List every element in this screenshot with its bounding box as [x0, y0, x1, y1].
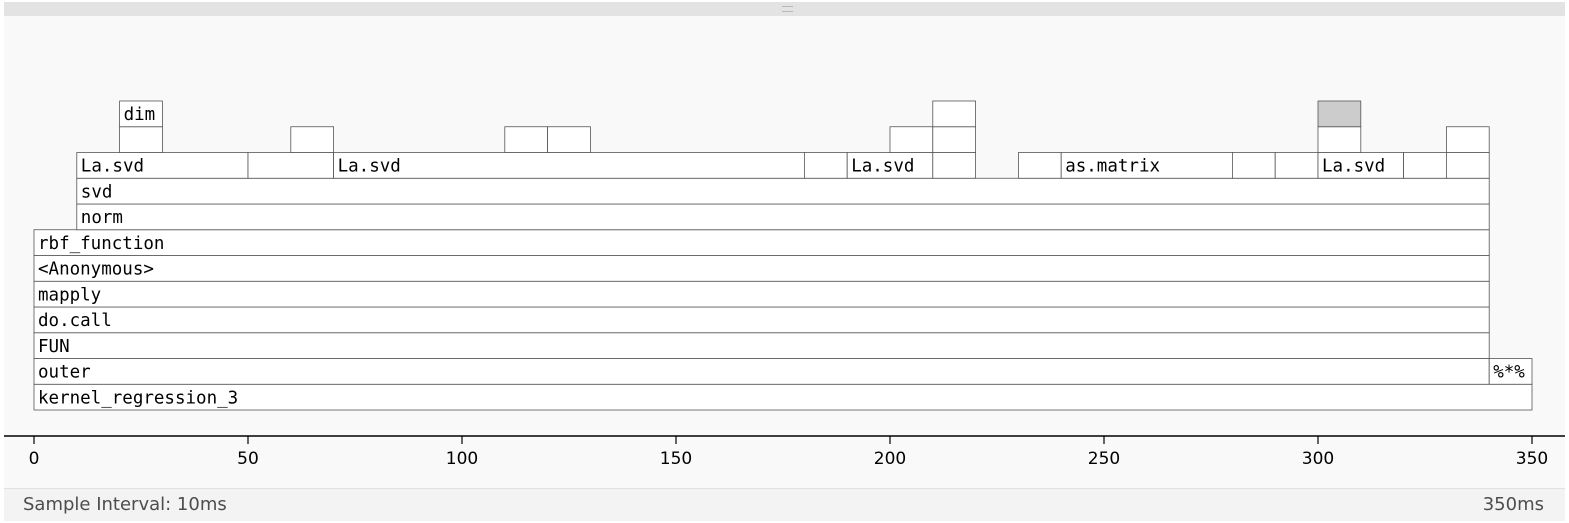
total-time-label: 350ms [1482, 494, 1544, 515]
flame-frame[interactable]: dim [119, 100, 163, 128]
flame-frame-label: rbf_function [38, 234, 164, 254]
flame-frame[interactable]: <Anonymous> [33, 255, 1490, 282]
flame-frame-box [76, 152, 249, 179]
flame-frame-box [1403, 152, 1447, 179]
sample-interval-label: Sample Interval: 10ms [23, 494, 227, 515]
flame-frame[interactable]: FUN [33, 332, 1490, 359]
flame-frame-label: FUN [38, 337, 70, 357]
flame-frame[interactable] [1446, 126, 1490, 153]
axis-tick-label: 50 [237, 449, 259, 469]
flame-frame-label: La.svd [1322, 157, 1385, 177]
flame-frame-label: mapply [38, 285, 101, 305]
flame-frame[interactable] [1018, 152, 1062, 179]
flame-frame-box [1446, 126, 1490, 153]
flame-frame[interactable] [290, 126, 334, 153]
flame-frame-box [333, 152, 805, 179]
flame-frame[interactable] [247, 152, 334, 179]
flame-frame[interactable] [804, 152, 848, 179]
flame-frame-box [33, 229, 1490, 256]
flame-frame[interactable]: %*% [1488, 358, 1533, 385]
flame-frame-box [932, 152, 976, 179]
flame-frame-box [1232, 152, 1276, 179]
flame-graph-panel: kernel_regression_3 outer %*% FUN do.call map… [4, 16, 1565, 488]
flame-frame[interactable]: La.svd [846, 152, 934, 179]
flame-frame-label: <Anonymous> [38, 260, 154, 280]
flame-frame-box [889, 126, 934, 153]
flame-frame-box [1317, 100, 1362, 128]
flame-frame[interactable] [1232, 152, 1276, 179]
flame-frame-box [33, 383, 1533, 411]
flame-frame-box [1018, 152, 1062, 179]
flame-frame[interactable] [1403, 152, 1447, 179]
flame-frame[interactable]: do.call [33, 306, 1490, 334]
flame-frame[interactable]: outer [33, 358, 1490, 385]
flame-frame[interactable] [547, 126, 591, 153]
flame-frame-box [1317, 126, 1362, 153]
flame-frame-label: La.svd [81, 157, 144, 177]
flame-frame-box [33, 358, 1490, 385]
flame-graph[interactable]: kernel_regression_3 outer %*% FUN do.call map… [4, 16, 1565, 488]
axis-tick-label: 300 [1302, 449, 1334, 469]
flame-frame-label: La.svd [851, 157, 914, 177]
status-bar: Sample Interval: 10ms 350ms [4, 488, 1565, 521]
flame-frame-label: dim [124, 105, 156, 125]
flame-frame[interactable]: as.matrix [1060, 152, 1233, 179]
flame-frame-label: as.matrix [1065, 157, 1160, 177]
flame-frame[interactable]: mapply [33, 280, 1490, 308]
flame-frame-box [1488, 358, 1533, 385]
flame-frame-box [932, 126, 976, 153]
flame-frame[interactable]: rbf_function [33, 229, 1490, 256]
grip-icon [782, 6, 793, 12]
flame-frame[interactable]: kernel_regression_3 [33, 383, 1533, 411]
axis-tick-label: 250 [1088, 449, 1120, 469]
flame-frame-box [504, 126, 548, 153]
flame-frame[interactable] [932, 100, 976, 128]
flame-frame[interactable] [1317, 100, 1362, 128]
flame-frame[interactable]: svd [76, 177, 1490, 205]
flame-frame[interactable]: La.svd [76, 152, 249, 179]
flame-frame-box [33, 255, 1490, 282]
flame-frame[interactable] [932, 126, 976, 153]
flame-frame-box [804, 152, 848, 179]
flame-frame-box [247, 152, 334, 179]
flame-frame-label: svd [81, 182, 113, 202]
flame-frame-box [932, 100, 976, 128]
flame-frame[interactable] [504, 126, 548, 153]
axis-tick-label: 150 [660, 449, 692, 469]
axis-tick-label: 100 [446, 449, 478, 469]
flame-frame-box [547, 126, 591, 153]
flame-frame-box [1274, 152, 1319, 179]
flame-frame-box [1446, 152, 1490, 179]
flame-frame[interactable]: norm [76, 203, 1490, 231]
flame-frame-box [33, 332, 1490, 359]
flame-frame-box [119, 100, 163, 128]
flame-frame[interactable]: La.svd [333, 152, 805, 179]
flame-frame-label: kernel_regression_3 [38, 388, 238, 408]
axis-tick-label: 350 [1516, 449, 1548, 469]
flame-frame-box [76, 203, 1490, 231]
axis-tick-label: 200 [874, 449, 906, 469]
flame-frame[interactable] [1446, 152, 1490, 179]
flame-frame-label: La.svd [338, 157, 401, 177]
flame-frame-box [76, 177, 1490, 205]
panel-splitter-handle[interactable] [4, 2, 1565, 16]
flame-frame[interactable] [1317, 126, 1362, 153]
flame-frame[interactable]: La.svd [1317, 152, 1404, 179]
flame-frame-box [33, 280, 1490, 308]
flame-frame-box [290, 126, 334, 153]
flame-frame-label: norm [81, 208, 123, 228]
axis-tick-label: 0 [29, 449, 40, 469]
flame-frame-box [1317, 152, 1404, 179]
flame-frame[interactable] [889, 126, 934, 153]
flame-frame-box [119, 126, 163, 153]
flame-frame[interactable] [932, 152, 976, 179]
flame-frame[interactable] [1274, 152, 1319, 179]
flame-frame-box [33, 306, 1490, 334]
flame-frame[interactable] [119, 126, 163, 153]
flame-frame-label: %*% [1493, 363, 1525, 383]
flame-frame-label: outer [38, 363, 91, 383]
flame-frame-label: do.call [38, 311, 112, 331]
